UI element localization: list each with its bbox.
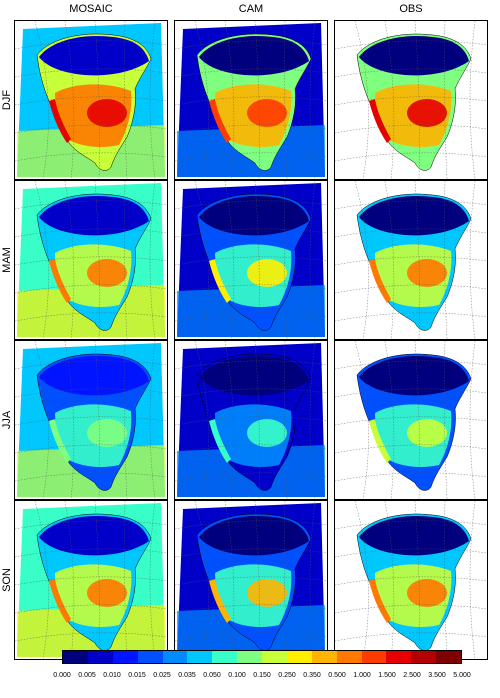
colorbar-swatch (137, 651, 163, 663)
colorbar-swatch (386, 651, 412, 663)
colorbar-swatch (87, 651, 113, 663)
colorbar-tick-label: 0.025 (153, 672, 171, 679)
column-title-cam: CAM (238, 3, 264, 15)
colorbar-swatch (63, 651, 88, 663)
colorbar-swatch (187, 651, 213, 663)
colorbar-swatch (311, 651, 337, 663)
colorbar-tick-label: 1.500 (378, 672, 396, 679)
colorbar-swatch (237, 651, 262, 663)
colorbar-tick-label: 0.010 (103, 672, 121, 679)
colorbar-tick-label: 0.100 (228, 672, 246, 679)
colorbar-tick-label: 0.150 (253, 672, 271, 679)
column-title-mosaic: MOSAIC (69, 3, 113, 15)
map-panel-son-mosaic (14, 500, 168, 660)
map-panel-mam-mosaic (14, 180, 168, 340)
colorbar-tick-labels: 0.000 0.005 0.010 0.015 0.025 0.035 0.050 0.100… (53, 672, 471, 684)
colorbar-tick-label: 0.005 (78, 672, 96, 679)
colorbar-swatch (262, 651, 287, 663)
row-title-jja: JJA (1, 410, 13, 430)
row-title-mam: MAM (1, 247, 14, 273)
map-panel-son-obs (334, 500, 488, 660)
colorbar-swatch (112, 651, 138, 663)
colorbar-tick-label: 0.015 (128, 672, 146, 679)
colorbar-tick-label: 0.035 (178, 672, 196, 679)
colorbar (62, 650, 462, 664)
colorbar-swatch (336, 651, 362, 663)
colorbar-tick-label: 0.350 (303, 672, 321, 679)
colorbar-swatch (212, 651, 238, 663)
colorbar-swatch (411, 651, 437, 663)
map-panel-djf-obs (334, 20, 488, 180)
map-panel-djf-mosaic (14, 20, 168, 180)
colorbar-tick-label: 0.000 (53, 672, 71, 679)
map-panel-mam-cam (174, 180, 328, 340)
map-panel-jja-mosaic (14, 340, 168, 500)
row-title-son: SON (1, 568, 13, 592)
row-title-djf: DJF (1, 89, 14, 111)
colorbar-tick-label: 5.000 (453, 672, 471, 679)
colorbar-tick-label: 1.000 (353, 672, 371, 679)
map-panel-mam-obs (334, 180, 488, 340)
map-panel-djf-cam (174, 20, 328, 180)
colorbar-tick-label: 0.250 (278, 672, 296, 679)
map-panel-jja-cam (174, 340, 328, 500)
column-title-obs: OBS (399, 3, 423, 15)
map-panel-jja-obs (334, 340, 488, 500)
colorbar-swatch (436, 651, 461, 663)
colorbar-tick-label: 0.500 (328, 672, 346, 679)
colorbar-swatch (286, 651, 312, 663)
colorbar-swatch (361, 651, 387, 663)
colorbar-swatch (162, 651, 188, 663)
map-panel-son-cam (174, 500, 328, 660)
colorbar-tick-label: 3.500 (428, 672, 446, 679)
colorbar-tick-label: 2.500 (403, 672, 421, 679)
colorbar-tick-label: 0.050 (203, 672, 221, 679)
